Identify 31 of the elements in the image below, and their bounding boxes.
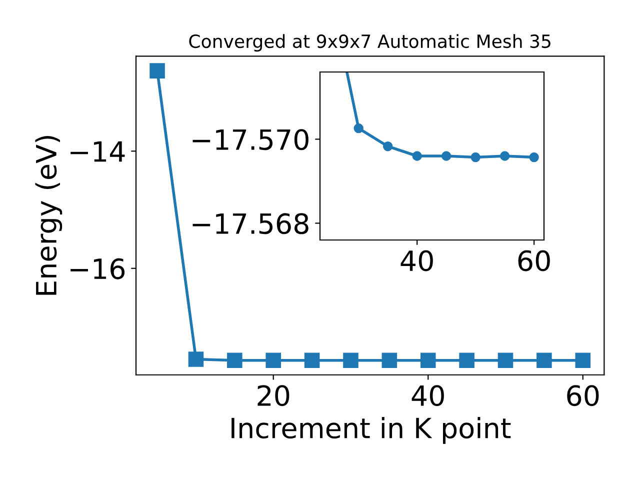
x-tick-label: 60 [518, 250, 550, 272]
x-axis-title: Increment in K point [232, 417, 511, 444]
point [227, 352, 242, 368]
chart-title: Converged at 9x9x7 Automatic Mesh 35 [189, 34, 550, 52]
point [354, 123, 364, 134]
point [382, 141, 393, 152]
y-tick-label: −16 [70, 258, 125, 280]
x-tick-label: 20 [258, 385, 290, 406]
x-tick-label: 40 [400, 250, 433, 272]
y-tick-label: −14 [70, 141, 125, 162]
point [188, 352, 204, 367]
point [459, 352, 474, 368]
point [500, 151, 510, 161]
y-tick-label: −17.568 [192, 213, 308, 234]
point [382, 352, 398, 368]
point [343, 352, 358, 368]
point [420, 352, 436, 368]
point [441, 151, 452, 161]
point [575, 352, 591, 368]
point [266, 352, 281, 368]
point [470, 152, 480, 162]
point [529, 152, 539, 162]
point [498, 352, 514, 368]
point [536, 352, 552, 368]
y-axis-title: Energy (eV) [35, 136, 62, 295]
y-tick-label: −17.570 [192, 129, 308, 150]
point [412, 151, 422, 161]
x-tick-label: 60 [567, 385, 599, 406]
point [150, 63, 165, 78]
point [304, 352, 320, 368]
x-tick-label: 40 [412, 385, 444, 406]
